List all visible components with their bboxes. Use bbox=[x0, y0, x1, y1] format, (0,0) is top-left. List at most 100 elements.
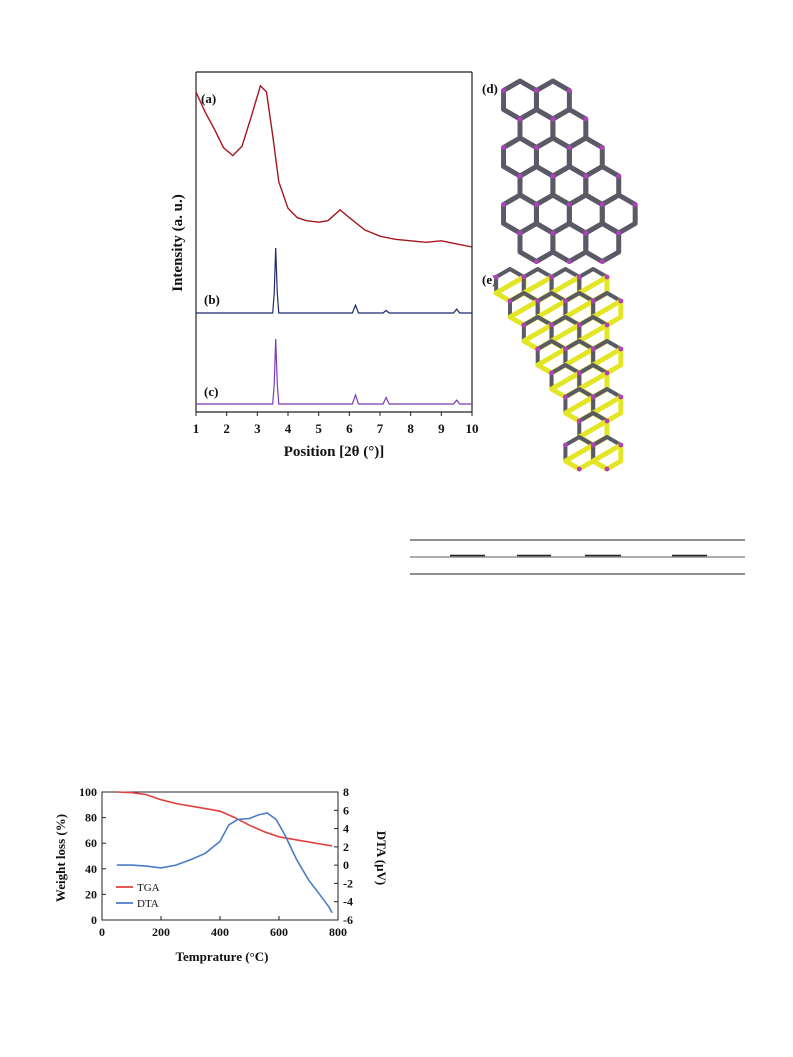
framework-node bbox=[549, 370, 554, 376]
tga-x-tick-label: 800 bbox=[329, 925, 347, 939]
honeycomb-structure-e bbox=[493, 267, 624, 472]
framework-node bbox=[576, 466, 582, 472]
framework-node bbox=[521, 322, 527, 328]
framework-node bbox=[550, 173, 556, 179]
tga-y-right-tick-label: -6 bbox=[343, 913, 353, 927]
tga-y-right-tick-label: 4 bbox=[343, 822, 349, 836]
tga-y-left-label: Weight loss (%) bbox=[53, 814, 68, 902]
framework-node bbox=[493, 274, 499, 280]
framework-node bbox=[576, 322, 582, 328]
framework-node bbox=[517, 116, 523, 122]
tga-ticks: 0 200 400 600 800 0 20 40 60 80 100 -6 -4 -2 0 2 4 6 8 bbox=[79, 785, 353, 939]
panel-label-a: (a) bbox=[201, 91, 216, 106]
xrd-x-tick-label: 7 bbox=[377, 421, 384, 436]
xrd-y-axis-label: Intensity (a. u.) bbox=[170, 194, 186, 292]
tga-y-left-tick-label: 100 bbox=[79, 785, 97, 799]
tga-y-right-tick-label: 2 bbox=[343, 840, 349, 854]
framework-node bbox=[583, 173, 589, 179]
tga-legend-label: TGA bbox=[137, 882, 160, 894]
tga-y-right-tick-label: -4 bbox=[343, 895, 353, 909]
framework-node bbox=[583, 230, 589, 236]
xrd-x-tick-label: 3 bbox=[254, 421, 261, 436]
framework-node bbox=[566, 88, 572, 93]
framework-node bbox=[517, 230, 523, 236]
xrd-series-b-line bbox=[196, 247, 472, 314]
xrd-series-a-line bbox=[195, 84, 473, 248]
framework-node bbox=[534, 259, 539, 264]
framework-node bbox=[563, 394, 568, 400]
tga-x-tick-label: 600 bbox=[270, 925, 288, 939]
honeycomb-structure-d bbox=[501, 78, 638, 264]
framework-node bbox=[604, 322, 610, 328]
framework-node bbox=[604, 418, 610, 424]
framework-node bbox=[535, 346, 541, 352]
framework-node bbox=[501, 145, 506, 150]
xrd-series-group bbox=[195, 84, 473, 405]
tga-y-right-label: DTA (μV) bbox=[374, 831, 389, 885]
tga-y-left-tick-label: 40 bbox=[85, 862, 97, 876]
tga-x-label: Temprature (°C) bbox=[176, 949, 269, 964]
framework-node bbox=[501, 202, 506, 207]
tga-x-tick-label: 0 bbox=[99, 925, 105, 939]
tga-y-right-tick-label: -2 bbox=[343, 876, 353, 890]
tga-x-tick-label: 200 bbox=[152, 925, 170, 939]
framework-hexagon bbox=[583, 221, 622, 264]
framework-node bbox=[521, 274, 527, 280]
xrd-x-tick-label: 5 bbox=[315, 421, 322, 436]
xrd-figure: 1 2 3 4 5 6 7 8 9 10 (a) (b) (c) Intensity (a. u.… bbox=[170, 71, 638, 472]
tga-y-left-tick-label: 80 bbox=[85, 811, 97, 825]
framework-node bbox=[604, 274, 610, 280]
framework-node bbox=[616, 173, 622, 179]
framework-node bbox=[599, 202, 605, 207]
tga-series-dta-line bbox=[116, 812, 333, 914]
framework-node bbox=[576, 274, 582, 280]
framework-node bbox=[590, 346, 596, 352]
tga-x-tick-label: 400 bbox=[211, 925, 229, 939]
panel-label-e: (e) bbox=[482, 272, 496, 287]
xrd-x-axis-label: Position [2θ (°)] bbox=[284, 444, 384, 460]
xrd-x-ticks: 1 2 3 4 5 6 7 8 9 10 bbox=[193, 412, 479, 436]
xrd-x-tick-label: 6 bbox=[346, 421, 353, 436]
framework-node bbox=[618, 394, 624, 400]
framework-node bbox=[566, 202, 572, 207]
framework-node bbox=[618, 346, 624, 352]
tga-y-right-tick-label: 8 bbox=[343, 785, 349, 799]
framework-node bbox=[549, 322, 554, 328]
tga-y-right-tick-label: 6 bbox=[343, 803, 349, 817]
framework-node bbox=[599, 145, 605, 150]
framework-node bbox=[563, 298, 568, 304]
framework-node bbox=[632, 202, 638, 207]
xrd-plot-frame bbox=[195, 71, 473, 413]
framework-node bbox=[534, 88, 539, 93]
tga-legend: TGA DTA bbox=[116, 882, 160, 910]
framework-node bbox=[583, 116, 589, 122]
framework-node bbox=[534, 145, 539, 150]
tga-y-left-tick-label: 0 bbox=[91, 913, 97, 927]
framework-node bbox=[501, 88, 506, 93]
tga-series-tga-line bbox=[116, 791, 333, 847]
xrd-x-tick-label: 9 bbox=[438, 421, 445, 436]
framework-node bbox=[534, 202, 539, 207]
framework-node bbox=[616, 230, 622, 236]
framework-node bbox=[618, 442, 624, 448]
panel-label-c: (c) bbox=[204, 384, 218, 399]
framework-node bbox=[517, 173, 523, 179]
xrd-x-tick-label: 4 bbox=[285, 421, 292, 436]
xrd-series-c-line bbox=[196, 338, 472, 405]
framework-node bbox=[590, 298, 596, 304]
framework-node bbox=[604, 466, 610, 472]
framework-node bbox=[566, 145, 572, 150]
framework-node bbox=[563, 442, 568, 448]
framework-node bbox=[590, 394, 596, 400]
xrd-x-tick-label: 10 bbox=[466, 421, 479, 436]
panel-label-d: (d) bbox=[482, 81, 498, 96]
table-rules bbox=[410, 539, 745, 575]
tga-legend-label: DTA bbox=[137, 898, 159, 910]
xrd-x-tick-label: 1 bbox=[193, 421, 200, 436]
tga-series-group bbox=[116, 791, 333, 914]
framework-node bbox=[599, 259, 605, 264]
tga-y-left-tick-label: 20 bbox=[85, 887, 97, 901]
framework-node bbox=[563, 346, 568, 352]
xrd-x-tick-label: 8 bbox=[407, 421, 414, 436]
